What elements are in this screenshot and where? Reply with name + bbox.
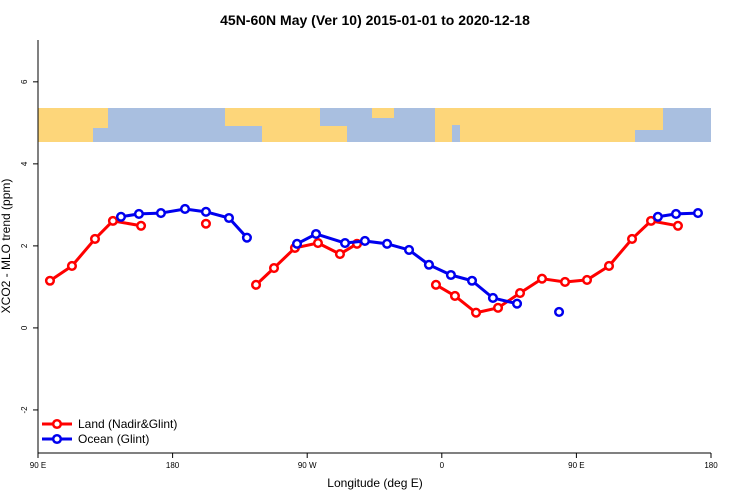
data-point [135,220,147,231]
data-point [559,276,571,288]
x-tick-label: 90 E [568,461,584,470]
x-tick-label: 90 E [30,461,46,470]
land-shape [38,108,108,128]
data-point [626,233,638,244]
data-point [449,290,461,301]
data-point [511,298,523,309]
data-point [179,203,191,215]
legend-marker [51,418,63,430]
data-point [470,307,482,318]
y-tick-label: 2 [20,243,29,248]
map-band [38,108,711,142]
data-point [89,233,101,244]
legend-marker [51,433,63,445]
data-point [200,218,212,229]
data-point [223,212,235,224]
data-point [66,260,77,272]
data-point [514,287,526,299]
land-shape [635,108,663,130]
data-point [492,302,504,313]
legend-label: Ocean (Glint) [78,432,149,446]
data-point [652,211,663,222]
data-point [359,235,370,247]
legend-label: Land (Nadir&Glint) [78,417,177,431]
data-point [445,269,456,281]
data-point [155,208,166,219]
x-tick-label: 90 W [298,461,317,470]
land-shape [225,108,320,126]
data-point [403,244,415,256]
sea-shape [452,125,460,142]
y-tick-label: 6 [20,79,29,84]
data-point [536,273,548,284]
land-shape [435,108,635,142]
data-point [670,208,682,219]
data-point [44,275,56,286]
data-point [466,275,478,286]
data-point [645,215,657,226]
data-point [251,279,262,290]
data-point [581,274,593,285]
y-tick-label: -2 [20,406,29,414]
data-point [430,279,442,290]
data-point [115,211,127,222]
x-tick-label: 180 [704,461,718,470]
data-point [133,208,144,219]
data-point [291,238,303,249]
x-tick-label: 180 [166,461,180,470]
data-point [312,237,324,249]
land-shape [262,126,347,142]
data-point [382,238,393,249]
data-point [672,220,683,231]
data-point [692,208,704,219]
data-point [423,259,434,270]
x-tick-label: 0 [440,461,445,470]
data-point [200,206,212,217]
x-axis-label: Longitude (deg E) [327,476,422,490]
data-point [107,215,118,226]
data-point [334,249,346,260]
data-point [310,228,322,240]
data-point [603,260,615,272]
data-point [554,306,565,317]
y-axis-label: XCO2 - MLO trend (ppm) [0,179,13,314]
data-point [487,292,498,304]
y-tick-label: 4 [20,161,29,166]
data-point [268,262,280,274]
land-shape [38,128,93,142]
data-point [241,232,252,243]
land-shape [372,108,394,118]
y-tick-label: 0 [20,325,29,330]
chart-title: 45N-60N May (Ver 10) 2015-01-01 to 2020-… [220,12,530,28]
data-point [339,237,351,249]
